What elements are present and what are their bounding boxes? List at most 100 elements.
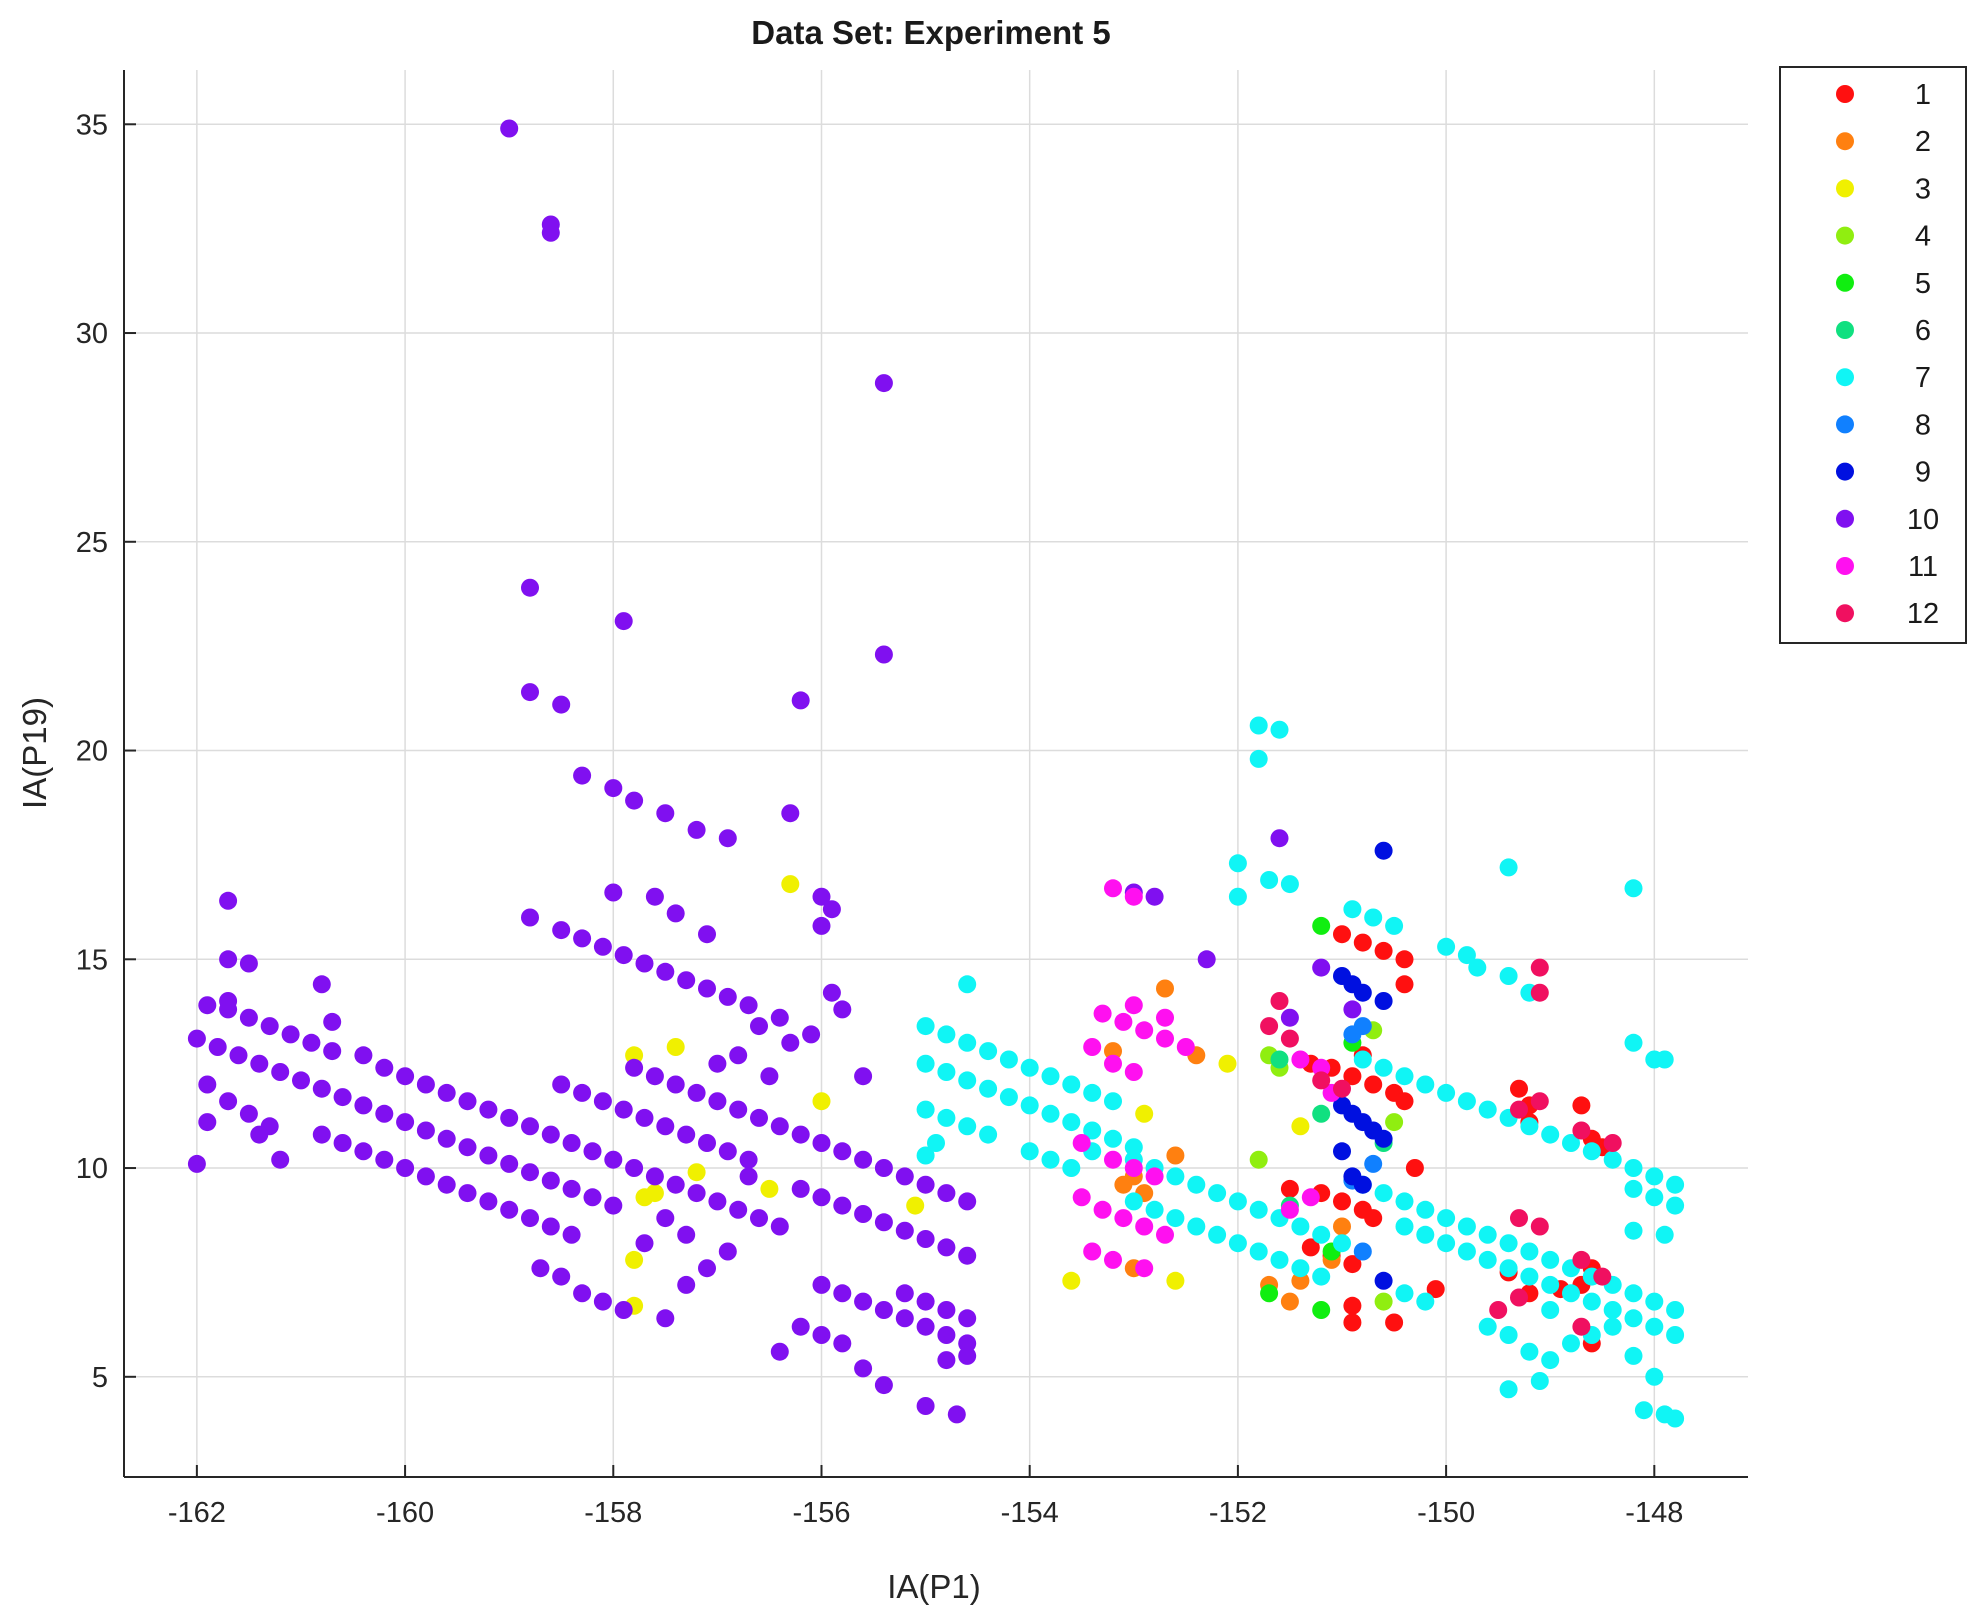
data-point-series-10 [521, 1163, 539, 1182]
data-point-series-7 [1395, 1284, 1414, 1303]
data-point-series-10 [312, 1125, 331, 1144]
data-point-series-10 [791, 1125, 810, 1144]
data-point-series-10 [541, 1217, 560, 1236]
data-point-series-10 [239, 1104, 258, 1123]
y-tick-label: 10 [76, 1153, 108, 1185]
data-point-series-10 [573, 766, 592, 785]
data-point-series-10 [479, 1100, 498, 1119]
data-point-series-7 [1333, 1234, 1351, 1253]
data-point-series-3 [625, 1046, 644, 1065]
data-point-series-10 [573, 929, 592, 948]
data-point-series-10 [916, 1292, 935, 1311]
data-point-series-7 [1457, 1217, 1476, 1236]
data-point-series-11 [1124, 1063, 1143, 1081]
data-point-series-7 [1343, 900, 1362, 919]
data-point-series-3 [1062, 1271, 1081, 1290]
data-point-series-10 [739, 996, 758, 1015]
data-point-series-11 [1083, 1038, 1102, 1056]
data-point-series-7 [958, 1033, 977, 1052]
data-point-series-10 [895, 1309, 914, 1328]
data-point-series-10 [416, 1121, 435, 1140]
data-point-series-10 [1312, 958, 1331, 977]
data-point-series-11 [1114, 1012, 1133, 1031]
data-point-series-12 [1333, 1079, 1351, 1098]
x-tick-label: -150 [1417, 1497, 1475, 1529]
data-point-series-7 [1499, 858, 1518, 877]
data-point-series-7 [1437, 937, 1456, 956]
data-point-series-10 [312, 1079, 331, 1098]
chart-title: Data Set: Experiment 5 [751, 14, 1110, 51]
data-point-series-7 [937, 1063, 956, 1081]
legend-marker-9 [1836, 462, 1854, 481]
data-point-series-7 [1187, 1175, 1206, 1194]
data-point-series-10 [718, 1142, 737, 1161]
data-point-series-10 [812, 887, 831, 906]
data-point-series-10 [677, 1225, 696, 1244]
data-point-series-7 [1520, 1342, 1539, 1361]
legend-marker-3 [1836, 179, 1854, 198]
data-point-series-7 [1478, 1100, 1497, 1119]
data-point-series-10 [770, 1117, 789, 1136]
data-point-series-11 [1114, 1209, 1133, 1228]
data-point-series-8 [1364, 1154, 1383, 1173]
data-point-series-7 [1291, 1217, 1310, 1236]
data-point-series-10 [854, 1150, 873, 1169]
data-point-series-4 [1374, 1292, 1393, 1311]
data-point-series-10 [562, 1134, 581, 1152]
data-point-series-10 [604, 1150, 623, 1169]
data-point-series-9 [1333, 1142, 1351, 1161]
data-point-series-7 [1457, 946, 1476, 965]
data-point-series-10 [1197, 950, 1216, 969]
data-point-series-1 [1385, 1313, 1404, 1332]
legend-label-9: 9 [1915, 457, 1931, 489]
y-tick-label: 15 [76, 944, 108, 976]
data-point-series-12 [1280, 1029, 1299, 1048]
data-point-series-10 [416, 1167, 435, 1186]
data-point-series-2 [1166, 1146, 1185, 1165]
data-point-series-7 [1353, 1050, 1372, 1069]
data-point-series-3 [687, 1163, 706, 1182]
data-point-series-10 [250, 1125, 269, 1144]
data-point-series-10 [895, 1221, 914, 1240]
data-point-series-7 [1437, 1083, 1456, 1102]
grid-lines [124, 70, 1748, 1477]
data-point-series-7 [1228, 1234, 1247, 1253]
data-point-series-7 [1208, 1184, 1227, 1203]
data-point-series-7 [1655, 1405, 1674, 1424]
data-point-series-10 [625, 1159, 644, 1177]
data-points [187, 119, 1685, 1428]
data-point-series-10 [708, 1192, 727, 1211]
data-point-series-10 [198, 996, 217, 1015]
data-point-series-7 [958, 1071, 977, 1090]
legend-label-5: 5 [1915, 268, 1931, 300]
data-point-series-12 [1530, 1217, 1549, 1236]
data-point-series-10 [500, 1200, 519, 1219]
data-point-series-10 [635, 1108, 654, 1127]
data-point-series-10 [698, 979, 716, 998]
data-point-series-7 [1270, 1250, 1289, 1269]
data-point-series-3 [1218, 1054, 1237, 1073]
data-point-series-10 [666, 904, 685, 923]
data-point-series-7 [1624, 1346, 1643, 1365]
data-point-series-10 [854, 1205, 873, 1223]
data-point-series-10 [250, 1054, 269, 1073]
data-point-series-10 [354, 1142, 373, 1161]
data-point-series-1 [1343, 1067, 1362, 1086]
data-point-series-10 [333, 1134, 352, 1152]
data-point-series-7 [979, 1125, 998, 1144]
data-point-series-7 [1041, 1150, 1060, 1169]
data-point-series-10 [500, 1154, 519, 1173]
data-point-series-7 [1603, 1317, 1622, 1336]
data-point-series-10 [541, 223, 560, 242]
data-point-series-11 [1156, 1008, 1174, 1027]
data-point-series-10 [396, 1113, 415, 1132]
data-point-series-7 [1312, 1225, 1331, 1244]
data-point-series-5 [1260, 1284, 1279, 1303]
data-point-series-7 [1624, 1033, 1643, 1052]
data-point-series-7 [1020, 1058, 1039, 1077]
data-point-series-10 [833, 1000, 852, 1019]
data-point-series-1 [1333, 925, 1351, 944]
data-point-series-10 [729, 1200, 748, 1219]
data-point-series-10 [219, 1000, 238, 1019]
data-point-series-1 [1364, 1075, 1383, 1094]
